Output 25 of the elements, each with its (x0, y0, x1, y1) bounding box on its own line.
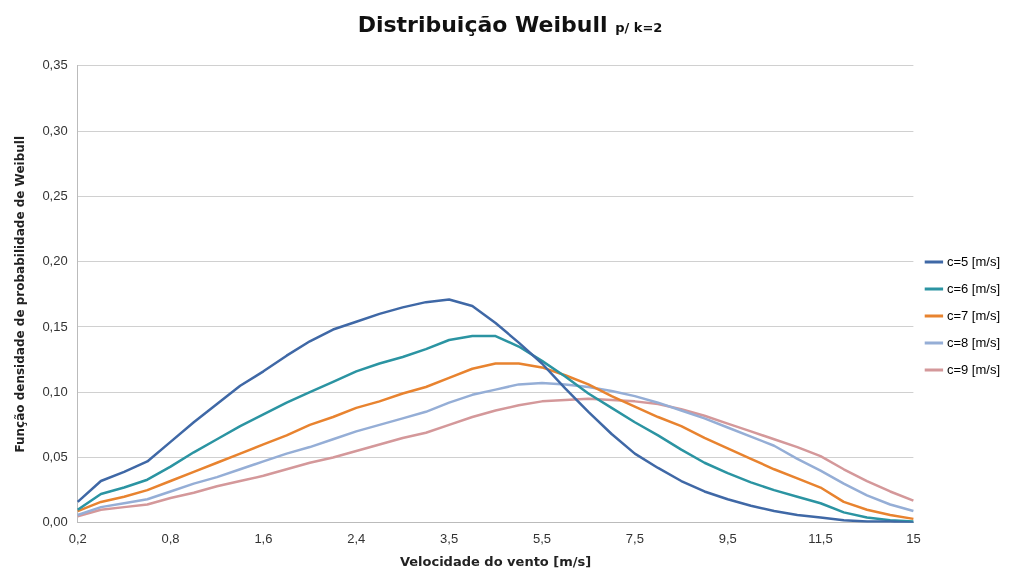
y-tick-label: 0,35 (42, 57, 68, 73)
x-tick-label: 7,5 (625, 531, 644, 547)
x-tick-label: 2,4 (347, 531, 366, 547)
y-axis-title: Função densidade de probabilidade de Weibull (13, 135, 28, 453)
x-tick-label: 1,6 (254, 531, 273, 547)
y-tick-label: 0,20 (42, 253, 68, 269)
y-tick-label: 0,25 (42, 187, 68, 203)
legend-label: c=7 [m/s] (946, 307, 1001, 323)
legend-label: c=9 [m/s] (946, 361, 1001, 377)
x-tick-label: 3,5 (440, 531, 459, 547)
legend-label: c=5 [m/s] (946, 253, 1001, 269)
x-tick-label: 0,2 (68, 531, 87, 547)
x-tick-label: 0,8 (161, 531, 180, 547)
x-tick-label: 15 (906, 531, 921, 547)
y-tick-label: 0,15 (42, 318, 68, 334)
y-tick-label: 0,00 (42, 514, 68, 530)
legend-label: c=6 [m/s] (946, 280, 1001, 296)
x-axis-title: Velocidade do vento [m/s] (399, 553, 592, 569)
y-tick-label: 0,05 (42, 449, 68, 465)
y-tick-label: 0,10 (42, 383, 68, 399)
x-tick-label: 9,5 (718, 531, 737, 547)
x-tick-label: 11,5 (808, 531, 833, 547)
x-tick-label: 5,5 (532, 531, 552, 547)
y-tick-label: 0,30 (42, 122, 68, 138)
legend-label: c=8 [m/s] (946, 334, 1001, 350)
